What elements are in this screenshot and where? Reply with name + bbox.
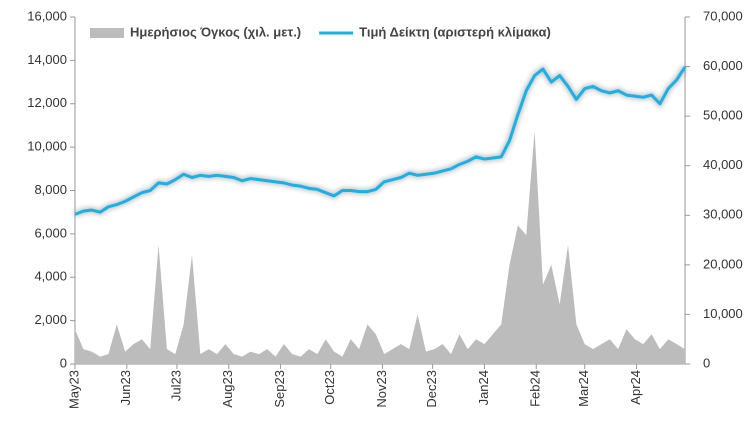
y-tick-label: 8,000 xyxy=(34,182,67,197)
y-tick-label: 4,000 xyxy=(34,269,67,284)
x-tick-label: Sep23 xyxy=(272,370,287,408)
y2-tick-label: 50,000 xyxy=(703,108,743,123)
line-glow xyxy=(73,64,688,218)
y2-tick-label: 30,000 xyxy=(703,207,743,222)
y2-tick-label: 10,000 xyxy=(703,306,743,321)
x-tick-label: Aug23 xyxy=(220,370,235,408)
index-line xyxy=(74,66,687,216)
y2-tick-label: 40,000 xyxy=(703,157,743,172)
x-tick-label: Oct23 xyxy=(322,370,337,405)
volume-area xyxy=(75,131,685,364)
legend-label: Ημερήσιος Όγκος (χιλ. μετ.) xyxy=(130,24,301,39)
y2-tick-label: 60,000 xyxy=(703,58,743,73)
y-tick-label: 0 xyxy=(60,355,67,370)
y-tick-label: 12,000 xyxy=(27,95,67,110)
legend-swatch xyxy=(90,28,124,38)
legend: Ημερήσιος Όγκος (χιλ. μετ.) Τιμή Δείκτη (… xyxy=(90,24,551,39)
y-tick-label: 6,000 xyxy=(34,225,67,240)
y-tick-label: 10,000 xyxy=(27,139,67,154)
x-tick-label: Nov23 xyxy=(374,370,389,408)
x-tick-label: Apr24 xyxy=(628,370,643,405)
x-tick-label: May23 xyxy=(66,370,81,409)
x-tick-label: Mar24 xyxy=(576,370,591,407)
x-tick-label: Jul23 xyxy=(168,370,183,401)
legend-label: Τιμή Δείκτη (αριστερή κλίμακα) xyxy=(359,24,551,39)
y-tick-label: 16,000 xyxy=(27,8,67,23)
x-tick-label: Jun23 xyxy=(118,370,133,405)
x-tick-label: Jan24 xyxy=(476,370,491,405)
y-tick-label: 2,000 xyxy=(34,312,67,327)
x-tick-label: Feb24 xyxy=(528,370,543,407)
y2-tick-label: 0 xyxy=(703,355,710,370)
y-tick-label: 14,000 xyxy=(27,52,67,67)
y2-tick-label: 20,000 xyxy=(703,256,743,271)
y2-tick-label: 70,000 xyxy=(703,8,743,23)
x-tick-label: Dec23 xyxy=(424,370,439,408)
